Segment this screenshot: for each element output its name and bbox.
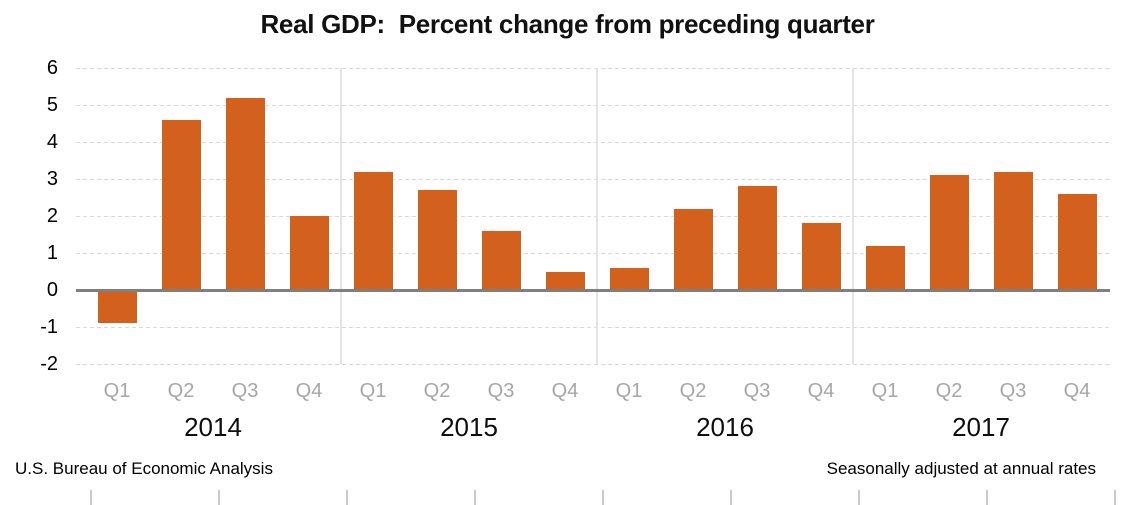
- x-tick-2014-Q1: Q1: [103, 380, 131, 402]
- x-tick-2015-Q2: Q2: [423, 380, 451, 402]
- bar-2014-Q2: [161, 119, 201, 290]
- bar-2016-Q2: [673, 208, 713, 290]
- year-label-2015: 2015: [440, 412, 498, 442]
- bar-2016-Q3: [737, 186, 777, 290]
- x-tick-2015-Q1: Q1: [359, 380, 387, 402]
- zero-axis-line: [76, 289, 1110, 292]
- gridline-y-2: [76, 216, 1110, 217]
- gridline-y-6: [76, 68, 1110, 69]
- bar-2015-Q2: [417, 190, 457, 290]
- adjustment-note: Seasonally adjusted at annual rates: [826, 459, 1096, 478]
- bar-2014-Q4: [289, 216, 329, 290]
- gridline-y-5: [76, 105, 1110, 106]
- x-tick-2016-Q2: Q2: [679, 380, 707, 402]
- x-tick-2014-Q2: Q2: [167, 380, 195, 402]
- source-note: U.S. Bureau of Economic Analysis: [15, 459, 273, 478]
- bottom-tick: [858, 490, 860, 505]
- bar-2014-Q1: [97, 290, 137, 324]
- gridline-y--1: [76, 327, 1110, 328]
- x-tick-2017-Q1: Q1: [871, 380, 899, 402]
- year-label-2017: 2017: [952, 412, 1010, 442]
- x-tick-2017-Q4: Q4: [1063, 380, 1091, 402]
- gridline-y--2: [76, 364, 1110, 365]
- bottom-tick: [1114, 490, 1116, 505]
- y-tick-label-4: 4: [46, 131, 58, 153]
- gridline-y-4: [76, 142, 1110, 143]
- year-label-2014: 2014: [184, 412, 242, 442]
- y-tick-label-3: 3: [46, 168, 58, 190]
- bottom-tick: [90, 490, 92, 505]
- y-tick-label-0: 0: [46, 279, 58, 301]
- y-tick-label--1: -1: [40, 316, 58, 338]
- bar-2015-Q4: [545, 271, 585, 290]
- bar-2015-Q1: [353, 171, 393, 290]
- y-tick-label-6: 6: [46, 57, 58, 79]
- year-separator: [340, 68, 342, 364]
- bar-2015-Q3: [481, 230, 521, 290]
- bottom-tick: [986, 490, 988, 505]
- bar-2017-Q2: [929, 175, 969, 290]
- bar-2016-Q1: [609, 267, 649, 290]
- year-separator: [596, 68, 598, 364]
- y-tick-label--2: -2: [40, 353, 58, 375]
- x-tick-2016-Q3: Q3: [743, 380, 771, 402]
- y-tick-label-5: 5: [46, 94, 58, 116]
- chart-title: Real GDP: Percent change from preceding …: [260, 9, 875, 39]
- bar-2017-Q1: [865, 245, 905, 290]
- x-tick-2015-Q4: Q4: [551, 380, 579, 402]
- year-label-2016: 2016: [696, 412, 754, 442]
- x-tick-2017-Q2: Q2: [935, 380, 963, 402]
- x-tick-2015-Q3: Q3: [487, 380, 515, 402]
- bar-2017-Q3: [993, 171, 1033, 290]
- x-tick-2017-Q3: Q3: [999, 380, 1027, 402]
- bottom-tick: [218, 490, 220, 505]
- bar-2014-Q3: [225, 97, 265, 290]
- bar-2016-Q4: [801, 223, 841, 290]
- x-tick-2016-Q1: Q1: [615, 380, 643, 402]
- x-tick-2014-Q4: Q4: [295, 380, 323, 402]
- year-separator: [852, 68, 854, 364]
- x-tick-2014-Q3: Q3: [231, 380, 259, 402]
- gridline-y-3: [76, 179, 1110, 180]
- y-tick-label-2: 2: [46, 205, 58, 227]
- bottom-tick: [730, 490, 732, 505]
- bar-2017-Q4: [1057, 193, 1097, 290]
- y-tick-label-1: 1: [46, 242, 58, 264]
- bottom-tick: [346, 490, 348, 505]
- bottom-tick: [474, 490, 476, 505]
- x-tick-2016-Q4: Q4: [807, 380, 835, 402]
- bottom-tick: [602, 490, 604, 505]
- gridline-y-1: [76, 253, 1110, 254]
